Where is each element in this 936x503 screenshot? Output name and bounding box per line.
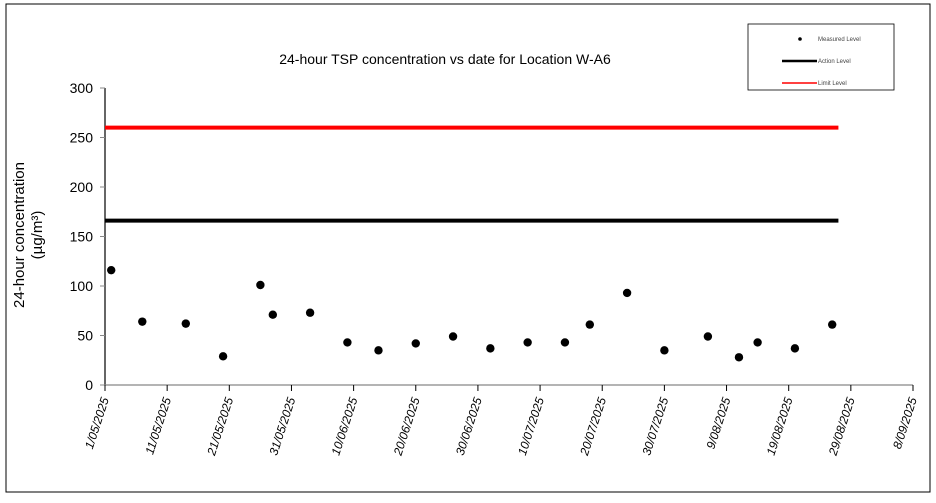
legend-label: Limit Level (818, 81, 847, 87)
data-point (268, 310, 278, 319)
y-tick-label: 50 (77, 328, 93, 344)
legend-label: Measured Level (818, 37, 861, 43)
legend-box (747, 23, 895, 91)
data-point (523, 338, 532, 347)
y-tick-label: 300 (70, 80, 94, 96)
y-tick-label: 250 (70, 130, 94, 146)
data-point (448, 332, 458, 341)
data-point (107, 265, 116, 275)
data-point (256, 280, 265, 290)
legend: Measured Level Action Level Limit Level (747, 23, 895, 91)
data-point (218, 352, 228, 361)
y-axis-label: 24-hour concentration (11, 162, 28, 308)
data-point (411, 339, 420, 348)
data-point (305, 308, 315, 317)
y-tick-label: 150 (70, 229, 94, 245)
data-point (374, 346, 383, 355)
data-point (181, 319, 190, 328)
y-axis-unit: (µg/m³) (29, 211, 46, 260)
data-point (734, 353, 744, 362)
data-point (343, 338, 352, 347)
data-point (828, 320, 837, 329)
chart-title: 24-hour TSP concentration vs date for Lo… (279, 51, 611, 67)
data-point (622, 288, 632, 298)
data-point (790, 344, 800, 353)
data-point (660, 346, 669, 355)
data-point (753, 338, 762, 347)
y-tick-label: 0 (85, 377, 93, 393)
data-point (560, 338, 570, 347)
data-point (486, 344, 495, 353)
legend-marker-point (798, 37, 802, 41)
y-tick-label: 200 (70, 179, 94, 195)
y-tick-label: 100 (70, 278, 94, 294)
data-point (138, 317, 147, 326)
data-point (703, 332, 713, 341)
legend-label: Action Level (818, 59, 851, 65)
data-point (585, 320, 594, 329)
